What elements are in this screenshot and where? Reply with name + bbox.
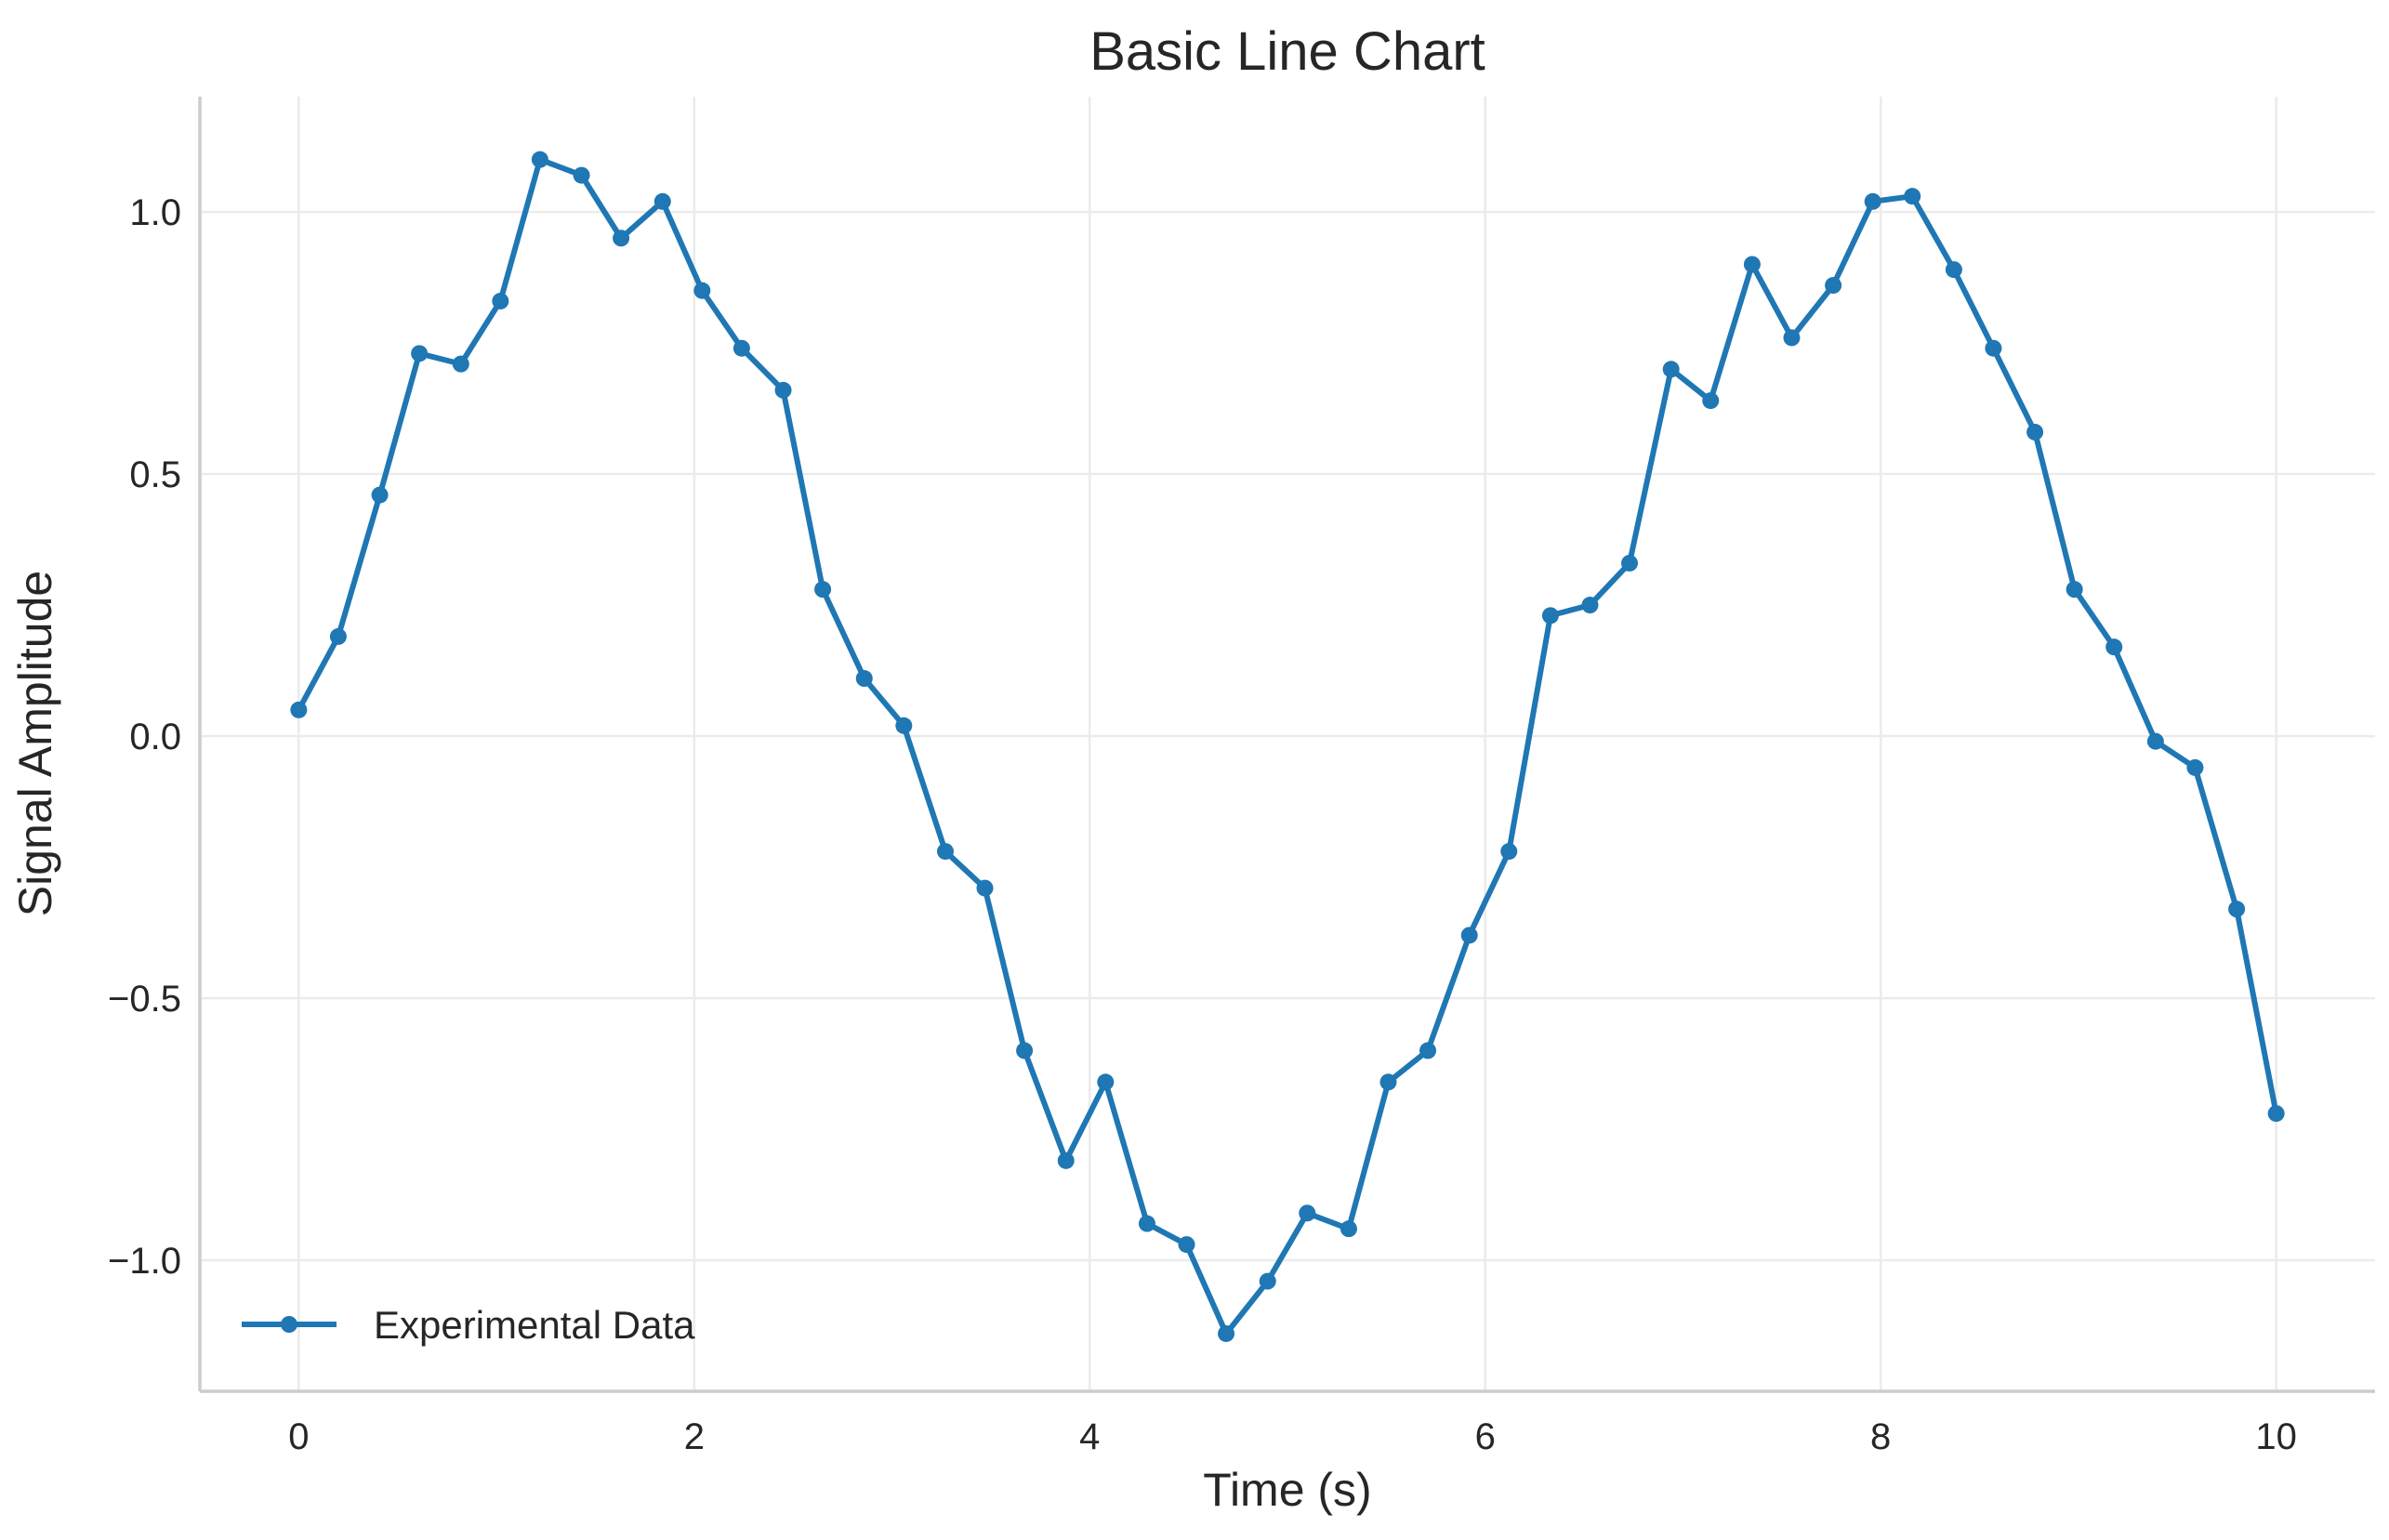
data-point [1945,261,1962,279]
data-point [2186,758,2204,776]
x-axis-title: Time (s) [1203,1464,1371,1516]
data-point [1259,1272,1276,1290]
data-point [653,192,671,210]
data-point [855,670,873,688]
data-point [895,717,913,734]
data-point [1500,843,1518,861]
data-point [1541,607,1559,625]
data-point [492,292,509,309]
legend-marker-swatch [281,1316,297,1333]
data-point [1097,1073,1115,1091]
data-point [411,345,429,362]
data-point [1178,1236,1195,1254]
y-tick-label: −0.5 [108,979,181,1020]
data-point [1985,339,2002,357]
x-tick-label: 4 [1079,1416,1100,1457]
series-experimental-data [290,151,2285,1342]
y-tick-label: 1.0 [129,192,181,233]
y-tick-label: 0.0 [129,717,181,757]
data-point [1581,597,1599,614]
data-point [976,879,994,897]
data-point [774,381,792,399]
data-point [1904,188,1921,205]
data-point [1783,329,1801,347]
data-point [531,151,548,168]
data-point [1419,1042,1437,1060]
legend-item: Experimental Data [242,1303,695,1347]
data-point [2066,581,2083,599]
data-point [1299,1204,1316,1222]
data-point [1460,927,1478,944]
data-point [290,701,308,718]
data-point [1016,1042,1034,1060]
data-point [733,339,750,357]
data-point [1662,361,1680,378]
x-axis-ticks: 0 2 4 6 8 10 [288,1416,2297,1457]
data-point [329,627,347,645]
series-line [296,156,2279,1336]
data-point [936,843,954,861]
data-point [2026,423,2044,441]
data-point [2105,638,2123,656]
data-point [814,581,832,599]
x-tick-label: 6 [1475,1416,1496,1457]
x-tick-label: 0 [288,1416,309,1457]
series-layer [290,151,2285,1342]
data-point [2146,732,2164,750]
y-axis-title: Signal Amplitude [9,571,61,916]
x-tick-label: 8 [1870,1416,1891,1457]
legend-label: Experimental Data [374,1303,695,1347]
data-point [573,166,590,184]
data-point [1702,392,1720,410]
y-axis-ticks: −1.0 −0.5 0.0 0.5 1.0 [108,192,181,1282]
chart-title: Basic Line Chart [1089,21,1485,82]
axis-spines [198,97,2375,1393]
data-point [613,230,630,247]
grid-lines [200,97,2375,1391]
data-point [371,486,389,504]
data-point [1340,1220,1357,1238]
data-point [1621,554,1639,572]
data-point [1379,1073,1397,1091]
data-point [1057,1152,1075,1169]
data-point [1825,277,1842,295]
x-tick-label: 10 [2255,1416,2297,1457]
data-point [2228,901,2246,918]
data-point [1743,256,1761,273]
x-tick-label: 2 [684,1416,705,1457]
data-point [452,355,469,373]
y-tick-label: −1.0 [108,1241,181,1282]
y-tick-label: 0.5 [129,454,181,495]
data-point [1218,1324,1235,1342]
legend: Experimental Data [242,1303,695,1347]
data-point [693,282,711,299]
data-point [1138,1215,1155,1232]
data-point [1864,192,1881,210]
data-point [2267,1105,2285,1123]
